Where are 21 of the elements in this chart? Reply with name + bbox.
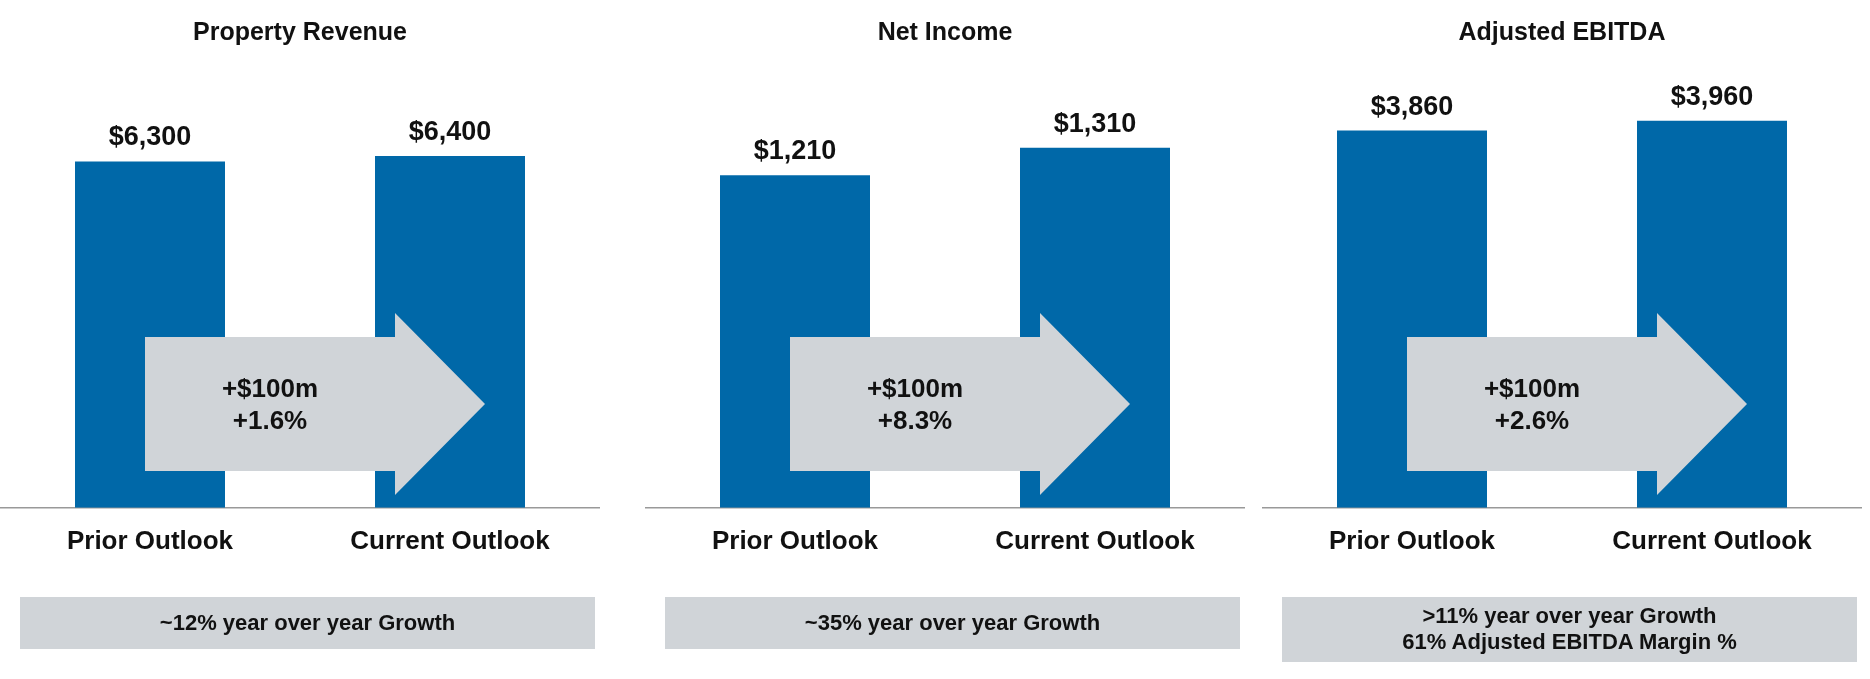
x-tick-label: Prior Outlook: [711, 524, 879, 555]
data-label: $3,960: [1670, 80, 1754, 111]
text: ~35% year over year Growth: [665, 597, 1240, 650]
chart-title: Property Revenue: [193, 16, 408, 45]
x-tick-label: Prior Outlook: [66, 524, 234, 555]
chart-title: Adjusted EBITDA: [1458, 16, 1666, 45]
data-label: $6,300: [108, 121, 192, 152]
data-label: $1,210: [753, 135, 837, 166]
x-tick-label: Current Outlook: [350, 524, 551, 555]
annotation: +$100m +2.6%: [1482, 371, 1582, 437]
text: ~12% year over year Growth: [20, 597, 595, 650]
x-tick-label: Prior Outlook: [1328, 524, 1496, 555]
data-label: $6,400: [408, 115, 492, 146]
data-label: $1,310: [1053, 107, 1137, 138]
data-label: $3,860: [1370, 90, 1454, 121]
annotation: +$100m +8.3%: [865, 371, 965, 437]
text: >11% year over year Growth 61% Adjusted EBITDA Margin %: [1282, 597, 1857, 662]
chart-title: Net Income: [877, 16, 1013, 45]
x-tick-label: Current Outlook: [995, 524, 1196, 555]
annotation: +$100m +1.6%: [220, 371, 320, 437]
x-tick-label: Current Outlook: [1612, 524, 1813, 555]
